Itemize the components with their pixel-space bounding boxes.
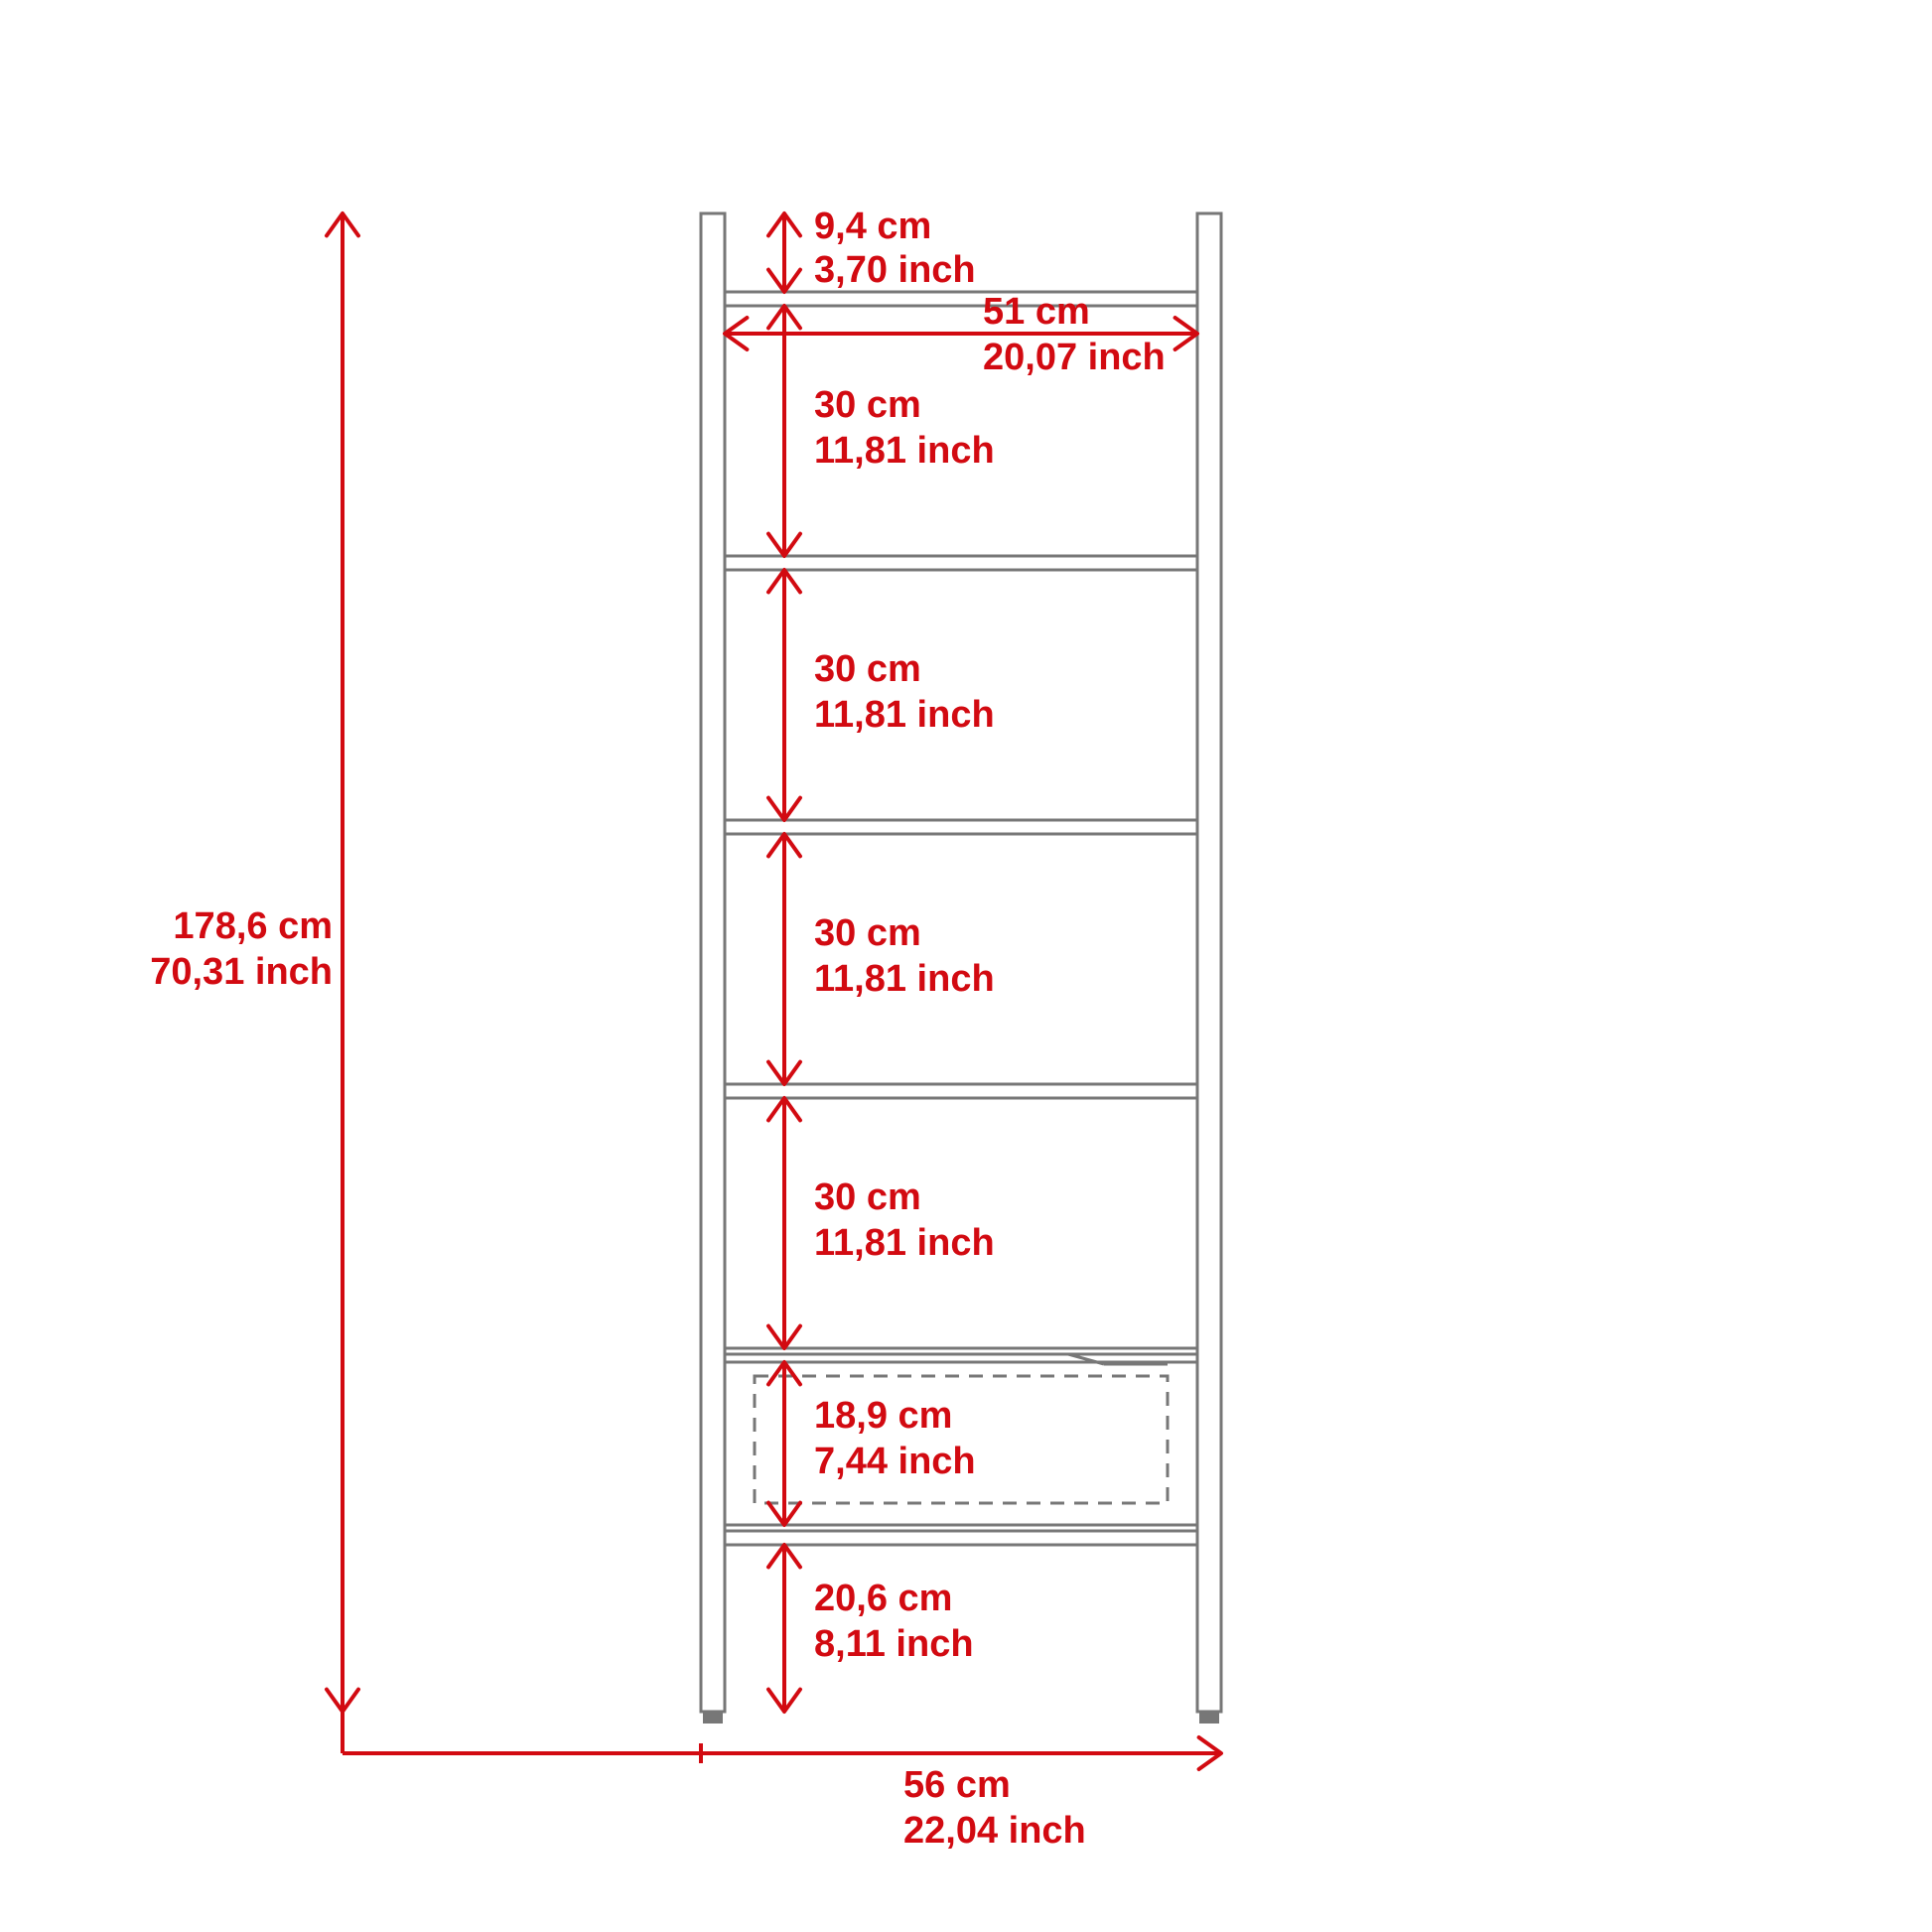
dim-total-height-in: 70,31 inch <box>150 951 333 993</box>
dim-total-width-in: 22,04 inch <box>903 1810 1086 1852</box>
dim-top-gap-cm: 9,4 cm <box>814 206 931 247</box>
dim-shelf1-cm: 30 cm <box>814 648 921 690</box>
dim-shelf3-in: 11,81 inch <box>814 1222 995 1264</box>
dim-drawer-cm: 18,9 cm <box>814 1395 952 1437</box>
dim-shelf0-cm: 30 cm <box>814 384 921 426</box>
dim-total-height-cm: 178,6 cm <box>173 905 333 947</box>
dim-leg-in: 8,11 inch <box>814 1623 974 1665</box>
dim-shelf3-cm: 30 cm <box>814 1176 921 1218</box>
dim-drawer-in: 7,44 inch <box>814 1441 976 1482</box>
dim-top-gap-in: 3,70 inch <box>814 249 976 291</box>
dim-internal-width-cm: 51 cm <box>983 291 1090 333</box>
dim-shelf0-in: 11,81 inch <box>814 430 995 472</box>
dim-shelf2-in: 11,81 inch <box>814 958 995 1000</box>
dim-total-width-cm: 56 cm <box>903 1764 1011 1806</box>
dim-shelf2-cm: 30 cm <box>814 912 921 954</box>
dim-leg-cm: 20,6 cm <box>814 1578 952 1619</box>
dim-shelf1-in: 11,81 inch <box>814 694 995 736</box>
dim-internal-width-in: 20,07 inch <box>983 337 1166 378</box>
